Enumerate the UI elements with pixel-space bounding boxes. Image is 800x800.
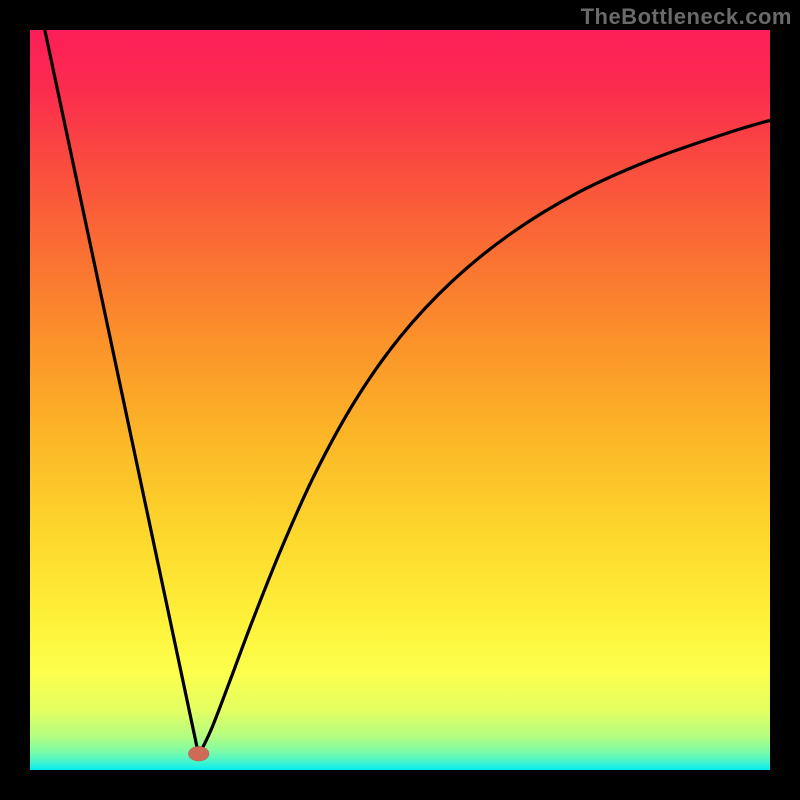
chart-container: { "watermark": { "text": "TheBottleneck.… — [0, 0, 800, 800]
watermark-text: TheBottleneck.com — [581, 4, 792, 30]
gradient-background — [30, 30, 770, 770]
optimum-marker — [188, 746, 209, 761]
bottleneck-chart — [30, 30, 770, 770]
